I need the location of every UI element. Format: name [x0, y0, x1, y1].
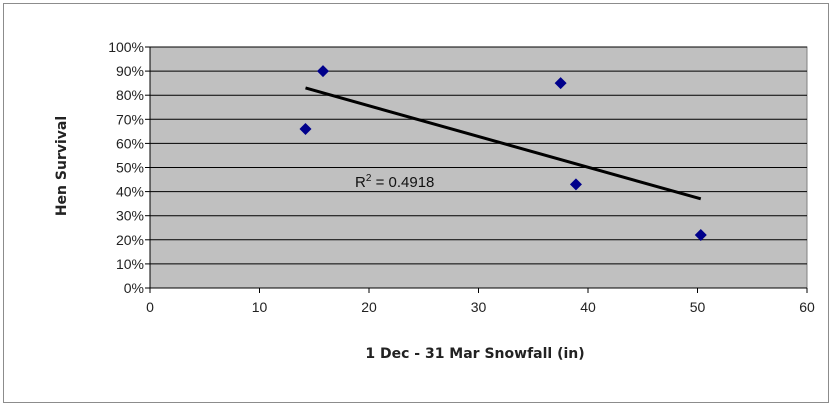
y-tick-label: 80%	[116, 87, 144, 103]
y-tick-label: 0%	[124, 280, 144, 296]
data-point	[569, 178, 582, 191]
y-tick-label: 50%	[116, 160, 144, 176]
x-tick-label: 40	[580, 299, 596, 315]
x-tick-label: 20	[361, 299, 377, 315]
y-tick-label: 70%	[116, 111, 144, 127]
y-tick-label: 100%	[108, 39, 144, 55]
data-points	[299, 65, 707, 241]
y-axis-ticks: 0% 10% 20% 30% 40% 50% 60% 70% 80% 90% 100%	[108, 39, 150, 296]
x-tick-label: 50	[690, 299, 706, 315]
x-tick-label: 0	[146, 299, 154, 315]
y-tick-label: 40%	[116, 184, 144, 200]
x-tick-label: 60	[799, 299, 815, 315]
y-tick-label: 90%	[116, 63, 144, 79]
y-tick-label: 30%	[116, 208, 144, 224]
data-point	[317, 65, 330, 78]
r-squared-annotation: R2 = 0.4918	[355, 173, 434, 191]
trendline	[305, 86, 702, 201]
data-point	[694, 228, 707, 241]
x-axis-title: 1 Dec - 31 Mar Snowfall (in)	[365, 346, 584, 362]
data-point	[554, 77, 567, 90]
x-tick-label: 30	[471, 299, 487, 315]
x-axis-ticks: 0 10 20 30 40 50 60	[146, 288, 815, 315]
x-tick-label: 10	[252, 299, 268, 315]
trendline-group	[305, 86, 702, 201]
data-point	[299, 122, 312, 135]
y-tick-label: 20%	[116, 232, 144, 248]
gridlines	[150, 46, 807, 289]
y-tick-label: 60%	[116, 135, 144, 151]
y-axis-title: Hen Survival	[54, 116, 70, 216]
y-tick-label: 10%	[116, 256, 144, 272]
